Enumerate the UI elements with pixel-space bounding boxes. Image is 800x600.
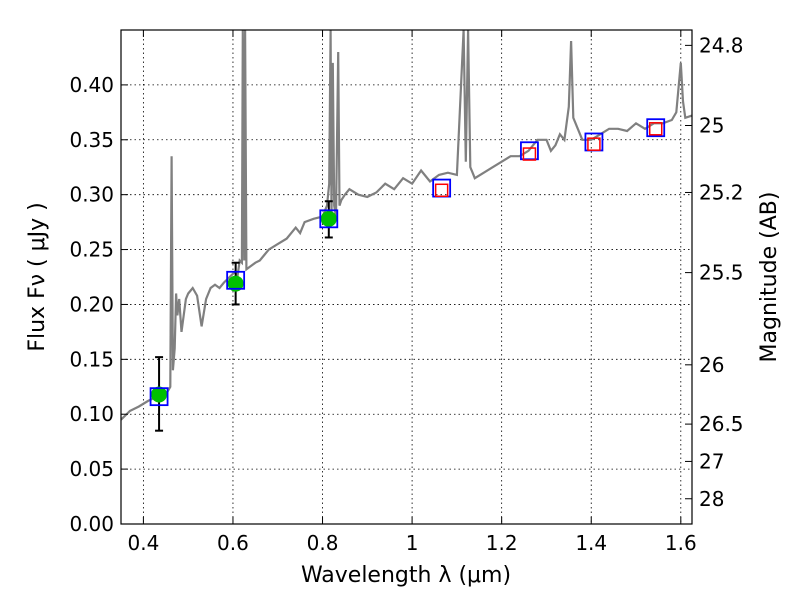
blue-square-marker [226, 270, 246, 290]
y-tick-label: 0.10 [69, 402, 114, 426]
blue-square-marker [319, 209, 339, 229]
red-square-marker [587, 137, 601, 151]
y-tick-label: 0.30 [69, 183, 114, 207]
blue-square-marker [149, 387, 169, 407]
plot-frame [120, 29, 693, 525]
y-tick-label: 0.20 [69, 292, 114, 316]
x-tick-label: 1 [406, 531, 419, 555]
red-square-marker [434, 183, 449, 198]
x-tick-label: 1.4 [575, 531, 607, 555]
y-tick-label: 0.35 [69, 128, 114, 152]
right-axis-label: Magnitude (AB) [757, 192, 782, 363]
red-square-marker [648, 122, 663, 136]
y-ticks: 0.00 0.05 0.10 0.15 0.20 0.25 0.30 0.35 0.40 [69, 73, 128, 536]
x-tick-label: 0.8 [307, 531, 339, 555]
blue-square-marker [520, 141, 539, 161]
plot-area [121, 30, 692, 432]
right-tick-label: 25 [699, 114, 724, 138]
green-point-marker [320, 210, 337, 227]
y-tick-label: 0.15 [69, 347, 114, 371]
x-axis-label: Wavelength λ (μm) [301, 563, 511, 588]
x-tick-label: 1.6 [665, 531, 697, 555]
green-point-marker [151, 386, 168, 403]
right-tick-label: 27 [699, 449, 724, 473]
right-tick-label: 28 [699, 487, 724, 511]
grid-lines [121, 30, 692, 525]
x-tick-label: 0.6 [217, 531, 249, 555]
y-tick-label: 0.05 [69, 457, 114, 481]
red-square-marker [522, 147, 537, 161]
y-tick-label: 0.40 [69, 73, 114, 97]
blue-square-marker [646, 118, 666, 138]
blue-squares [149, 118, 666, 407]
right-tick-label: 25.2 [699, 180, 744, 204]
right-tick-label: 26 [699, 353, 724, 377]
green-points [151, 210, 337, 403]
right-tick-label: 26.5 [699, 412, 744, 436]
red-squares [434, 122, 663, 198]
right-tick-label: 24.8 [699, 33, 744, 57]
right-ticks: 24.8 25 25.2 25.5 26 26.5 27 28 [685, 33, 744, 511]
y-tick-label: 0.25 [69, 238, 114, 262]
x-ticks: 0.4 0.6 0.8 1 1.2 1.4 1.6 [127, 30, 697, 555]
y-axis-label: Flux Fν ( μJy ) [25, 202, 50, 351]
y-tick-label: 0.00 [69, 512, 114, 536]
x-tick-label: 0.4 [127, 531, 159, 555]
green-point-marker [227, 275, 244, 292]
x-tick-label: 1.2 [486, 531, 518, 555]
spectrum-line [121, 30, 692, 421]
right-tick-label: 25.5 [699, 261, 744, 285]
